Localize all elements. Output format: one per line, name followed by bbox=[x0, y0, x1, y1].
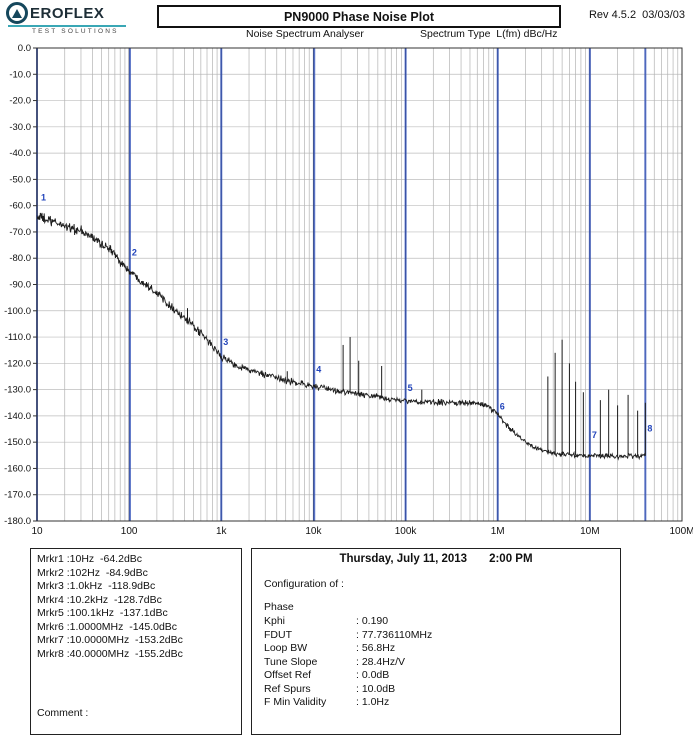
x-axis-tick-label: 1M bbox=[491, 526, 505, 537]
config-label: Loop BW bbox=[264, 642, 308, 654]
configuration-device: Phase bbox=[264, 601, 294, 613]
x-axis-tick-label: 1k bbox=[216, 526, 228, 537]
y-axis-tick-label: -50.0 bbox=[9, 174, 31, 185]
y-axis-tick-label: -60.0 bbox=[9, 201, 31, 212]
brand-tagline: TEST SOLUTIONS bbox=[32, 28, 119, 35]
brand-name: EROFLEX bbox=[30, 4, 105, 22]
y-axis-tick-label: -180.0 bbox=[4, 516, 31, 527]
logo-divider bbox=[8, 25, 126, 27]
y-axis-tick-label: -90.0 bbox=[9, 280, 31, 291]
y-axis-tick-label: -100.0 bbox=[4, 306, 31, 317]
comment-label: Comment : bbox=[37, 706, 89, 719]
marker-readout-panel: Mrkr1 :10Hz -64.2dBc Mrkr2 :102Hz -84.9dB… bbox=[30, 548, 242, 735]
phase-noise-trace bbox=[36, 212, 646, 461]
marker-number-label: 1 bbox=[41, 192, 46, 202]
marker-number-label: 2 bbox=[132, 248, 137, 258]
marker-readout: Mrkr3 :1.0kHz -118.9dBc bbox=[37, 580, 156, 592]
marker-readout: Mrkr5 :100.1kHz -137.1dBc bbox=[37, 607, 168, 619]
y-axis-tick-label: 0.0 bbox=[18, 43, 31, 54]
y-axis-tick-label: -130.0 bbox=[4, 385, 31, 396]
aeroflex-logo-icon bbox=[6, 2, 28, 24]
x-axis-tick-label: 10M bbox=[580, 526, 599, 537]
config-row: FDUT : 77.736110MHz bbox=[264, 629, 620, 643]
y-axis-tick-label: -120.0 bbox=[4, 358, 31, 369]
y-axis-tick-label: -160.0 bbox=[4, 463, 31, 474]
triangle-icon bbox=[12, 8, 22, 18]
y-axis-tick-label: -40.0 bbox=[9, 148, 31, 159]
config-row: Loop BW : 56.8Hz bbox=[264, 642, 620, 656]
x-axis-tick-label: 100k bbox=[395, 526, 418, 537]
phase-noise-chart: 0.0 -10.0 -20.0 -30.0 -40.0 -50.0 -60.0 -70.0 -8… bbox=[4, 43, 693, 537]
marker-number-label: 3 bbox=[223, 337, 228, 347]
marker-readout-list: Mrkr1 :10Hz -64.2dBc Mrkr2 :102Hz -84.9dB… bbox=[37, 553, 235, 661]
config-value: : 1.0Hz bbox=[356, 696, 390, 708]
config-value: : 28.4Hz/V bbox=[356, 655, 406, 668]
config-label: F Min Validity bbox=[264, 696, 327, 708]
marker-number-label: 7 bbox=[592, 430, 597, 440]
y-axis-tick-label: -70.0 bbox=[9, 227, 31, 238]
report-time: 2:00 PM bbox=[489, 553, 533, 565]
aeroflex-logo: EROFLEX TEST SOLUTIONS bbox=[6, 2, 156, 35]
marker-readout: Mrkr6 :1.0000MHz -145.0dBc bbox=[37, 620, 178, 633]
spectrum-type-label: Spectrum Type L(fm) dBc/Hz bbox=[420, 28, 558, 40]
x-axis-tick-label: 10k bbox=[305, 526, 322, 537]
config-value: : 0.0dB bbox=[356, 669, 390, 681]
config-row: Kphi : 0.190 bbox=[264, 615, 620, 629]
config-label: FDUT bbox=[264, 628, 292, 641]
config-label: Tune Slope bbox=[264, 655, 318, 668]
report-title: PN9000 Phase Noise Plot bbox=[157, 5, 561, 28]
config-row: Offset Ref : 0.0dB bbox=[264, 669, 620, 683]
configuration-heading: Configuration of : bbox=[264, 578, 344, 590]
marker-number-label: 4 bbox=[316, 365, 321, 375]
x-axis-tick-label: 10 bbox=[31, 526, 43, 537]
marker-number-label: 6 bbox=[500, 401, 505, 411]
config-value: : 56.8Hz bbox=[356, 642, 396, 654]
marker-readout: Mrkr4 :10.2kHz -128.7dBc bbox=[37, 593, 162, 606]
y-axis-tick-label: -110.0 bbox=[5, 332, 31, 343]
config-label: Ref Spurs bbox=[264, 682, 311, 695]
y-axis-tick-label: -10.0 bbox=[9, 69, 31, 80]
marker-readout: Mrkr7 :10.0000MHz -153.2dBc bbox=[37, 634, 183, 646]
analyser-subtitle: Noise Spectrum Analyser bbox=[246, 28, 364, 40]
marker-readout: Mrkr1 :10Hz -64.2dBc bbox=[37, 553, 143, 565]
report-date: Thursday, July 11, 2013 bbox=[339, 553, 468, 565]
config-label: Kphi bbox=[264, 615, 286, 627]
report-datetime: Thursday, July 11, 2013 2:00 PM bbox=[252, 553, 620, 565]
config-label: Offset Ref bbox=[264, 669, 312, 681]
marker-readout: Mrkr2 :102Hz -84.9dBc bbox=[37, 566, 148, 579]
marker-readout: Mrkr8 :40.0000MHz -155.2dBc bbox=[37, 647, 183, 660]
config-value: : 0.190 bbox=[356, 615, 389, 627]
config-value: : 10.0dB bbox=[356, 682, 396, 695]
config-value: : 77.736110MHz bbox=[356, 628, 433, 641]
config-row: Tune Slope : 28.4Hz/V bbox=[264, 656, 620, 670]
revision-text: Rev 4.5.2 03/03/03 bbox=[588, 9, 685, 21]
y-axis-tick-label: -140.0 bbox=[4, 411, 31, 422]
y-axis-tick-label: -170.0 bbox=[4, 490, 31, 501]
marker-number-label: 5 bbox=[408, 383, 413, 393]
config-row: F Min Validity : 1.0Hz bbox=[264, 696, 620, 710]
configuration-rows: Kphi : 0.190 FDUT : 77.736110MHz Loop BW : 56… bbox=[252, 615, 620, 710]
configuration-panel: Thursday, July 11, 2013 2:00 PM Configura… bbox=[251, 548, 621, 735]
y-axis-tick-label: -30.0 bbox=[9, 122, 31, 133]
config-row: Ref Spurs : 10.0dB bbox=[264, 683, 620, 697]
y-axis-tick-label: -150.0 bbox=[4, 437, 31, 448]
x-axis-tick-label: 100 bbox=[121, 526, 138, 537]
marker-number-label: 8 bbox=[647, 424, 652, 434]
y-axis-tick-label: -80.0 bbox=[9, 253, 31, 264]
x-axis-tick-label: 100M bbox=[669, 526, 693, 537]
y-axis-tick-label: -20.0 bbox=[9, 96, 31, 107]
